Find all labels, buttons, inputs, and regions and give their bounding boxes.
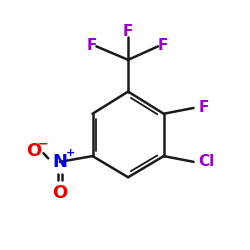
Text: O: O xyxy=(26,142,42,160)
Text: Cl: Cl xyxy=(198,154,215,169)
Text: −: − xyxy=(38,137,48,150)
Text: F: F xyxy=(86,38,97,53)
Text: O: O xyxy=(52,184,68,202)
Text: F: F xyxy=(198,100,209,116)
Text: F: F xyxy=(158,38,168,53)
Text: F: F xyxy=(123,24,133,39)
Text: N: N xyxy=(52,153,67,171)
Text: +: + xyxy=(66,148,76,158)
